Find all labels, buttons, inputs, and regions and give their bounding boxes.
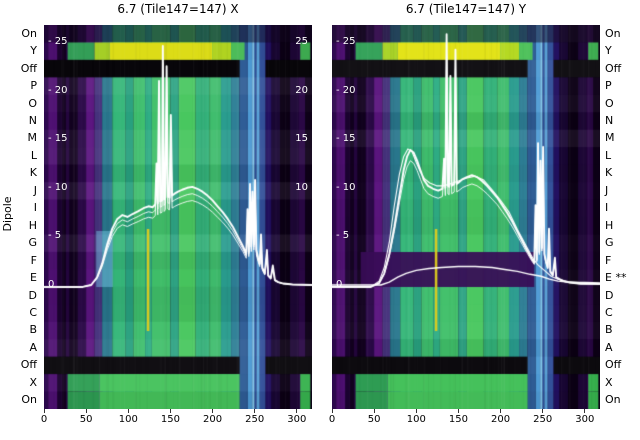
dipole-row-label: N xyxy=(605,114,614,127)
heatmap-canvas-x xyxy=(44,25,312,409)
power-tick-label: 20 xyxy=(295,84,308,96)
x-tick-mark xyxy=(415,409,417,413)
dipole-row-label: L xyxy=(605,148,612,162)
x-tick-mark xyxy=(331,409,333,413)
x-tick-mark xyxy=(296,409,298,413)
power-tick-label: - 15 xyxy=(336,133,356,145)
dipole-row-label: P xyxy=(605,79,612,93)
power-tick-label: - 25 xyxy=(336,36,356,47)
dipole-row-label: K xyxy=(29,166,37,180)
x-tick-label: 250 xyxy=(533,414,553,425)
dipole-row-label: A xyxy=(29,340,37,354)
dipole-row-label: F xyxy=(30,253,37,267)
x-tick-mark xyxy=(584,409,586,413)
dipole-row-label: On xyxy=(605,26,621,40)
dipole-row-label: Off xyxy=(605,358,622,372)
x-tick-label: 300 xyxy=(287,414,307,425)
dipole-row-label: F xyxy=(605,253,612,267)
dipole-row-label: Off xyxy=(20,61,37,75)
power-tick-label: 0 xyxy=(336,279,343,290)
dipole-row-label: On xyxy=(21,26,37,40)
dipole-row-label: X xyxy=(29,375,37,389)
x-tick-mark xyxy=(43,409,45,413)
dipole-row-label: C xyxy=(605,306,613,319)
x-tick-mark xyxy=(457,409,459,413)
x-tick-label: 50 xyxy=(367,414,381,425)
x-tick-mark xyxy=(85,409,87,413)
power-tick-label: 15 xyxy=(295,133,308,145)
power-tick-label: - 25 xyxy=(48,36,68,47)
dipole-row-label: K xyxy=(605,166,613,180)
dipole-row-label: Off xyxy=(605,61,622,75)
dipole-row-label: M xyxy=(605,131,615,145)
power-tick-label: - 20 xyxy=(336,84,356,96)
power-tick-label: - 10 xyxy=(48,181,68,193)
heatmap-panel-y: - 25 - 20 - 15 - 10 - 5 0 xyxy=(332,25,600,409)
dipole-row-label: E xyxy=(30,271,37,285)
dipole-row-label: G xyxy=(28,236,37,250)
x-tick-mark xyxy=(373,409,375,413)
dipole-row-label: I xyxy=(605,201,609,215)
x-tick-mark xyxy=(542,409,544,413)
x-tick-label: 50 xyxy=(79,414,93,425)
power-tick-label: - 5 xyxy=(336,230,350,242)
dipole-row-label: G xyxy=(605,236,614,250)
dipole-row-label: H xyxy=(28,218,37,232)
dipole-row-label: Y xyxy=(605,44,612,58)
dipole-row-label: E ** xyxy=(605,271,627,285)
x-tick-label: 200 xyxy=(491,414,511,425)
dipole-row-label: B xyxy=(605,323,613,337)
dipole-row-label: X xyxy=(605,375,613,389)
x-tick-label: 250 xyxy=(245,414,265,425)
x-tick-label: 200 xyxy=(203,414,223,425)
dipole-row-label: Y xyxy=(30,44,37,58)
x-tick-label: 100 xyxy=(406,414,426,425)
dipole-row-label: O xyxy=(605,96,614,110)
x-tick-mark xyxy=(254,409,256,413)
power-tick-label: - 15 xyxy=(48,133,68,145)
x-tick-label: 300 xyxy=(575,414,595,425)
dipole-row-label: J xyxy=(33,183,37,197)
x-tick-mark xyxy=(169,409,171,413)
dipole-row-label: M xyxy=(27,131,38,145)
dipole-row-label: I xyxy=(33,201,37,215)
dipole-row-label: L xyxy=(30,148,37,162)
power-tick-label: 25 xyxy=(295,36,308,47)
dipole-row-label: B xyxy=(29,323,37,337)
power-tick-label: - 20 xyxy=(48,84,68,96)
dipole-row-label: On xyxy=(605,393,621,407)
panel-title-x: 6.7 (Tile147=147) X xyxy=(117,2,239,16)
x-tick-mark xyxy=(127,409,129,413)
power-tick-label: 0 xyxy=(48,279,55,290)
x-tick-label: 0 xyxy=(328,414,336,425)
dipole-row-labels-left: On Y Off P O N M L K J I H G F E D C B A Off X On xyxy=(0,0,38,440)
dipole-row-labels-right: On Y Off P O N M L K J I H G F E ** D C B A Off X On xyxy=(605,0,640,440)
dipole-row-label: P xyxy=(30,79,37,93)
x-tick-mark xyxy=(212,409,214,413)
dipole-row-label: H xyxy=(605,218,614,232)
panel-title-y: 6.7 (Tile147=147) Y xyxy=(405,2,527,16)
power-tick-label: - 10 xyxy=(336,181,356,193)
dipole-row-label: C xyxy=(29,306,37,319)
x-tick-label: 150 xyxy=(160,414,180,425)
dipole-row-label: J xyxy=(605,183,609,197)
dipole-row-label: O xyxy=(28,96,37,110)
x-tick-label: 100 xyxy=(118,414,138,425)
heatmap-canvas-y xyxy=(332,25,600,409)
dipole-row-label: D xyxy=(605,288,614,302)
dipole-row-label: Off xyxy=(20,358,37,372)
power-tick-label: - 5 xyxy=(48,230,62,242)
x-tick-label: 150 xyxy=(448,414,468,425)
heatmap-panel-x: - 25 - 20 - 15 - 10 - 5 0 25 20 15 10 xyxy=(44,25,312,409)
dipole-row-label: A xyxy=(605,340,613,354)
power-tick-label: 10 xyxy=(295,181,308,193)
dipole-row-label: On xyxy=(21,393,37,407)
dipole-row-label: N xyxy=(28,114,37,127)
x-tick-mark xyxy=(500,409,502,413)
dipole-row-label: D xyxy=(28,288,37,302)
